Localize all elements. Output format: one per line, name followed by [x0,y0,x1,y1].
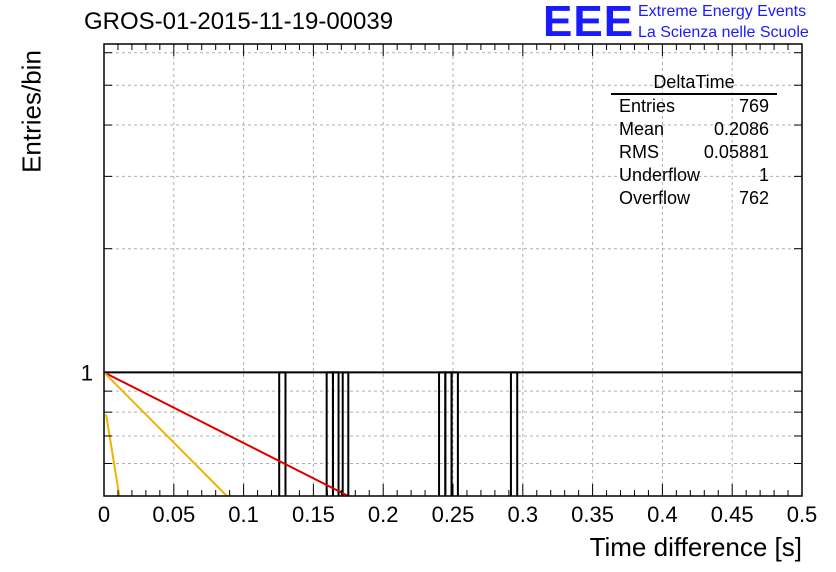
stats-value: 762 [738,188,769,208]
fit-line [103,371,228,497]
histogram-bin [278,371,287,496]
stats-row: Entries 769 [611,95,777,118]
x-tick-label: 0.45 [711,502,754,527]
chart-title: GROS-01-2015-11-19-00039 [84,8,394,35]
logo-line-1: Extreme Energy Events [638,3,807,20]
logo-line-2: La Scienza nelle Scuole [638,24,809,41]
histogram-bin [341,371,350,496]
histogram-bin [331,371,340,496]
stats-label: RMS [619,142,659,162]
stats-label: Entries [619,96,676,116]
stats-label: Overflow [619,188,691,208]
x-tick-label: 0.5 [787,502,818,527]
stats-label: Underflow [619,165,701,185]
x-tick-label: 0.35 [571,502,614,527]
x-axis-label: Time difference [s] [589,532,802,562]
fit-line [105,414,121,497]
stats-value: 0.05881 [703,142,769,162]
stats-value: 1 [758,165,769,185]
x-tick-label: 0 [98,502,110,527]
x-tick-label: 0.2 [368,502,399,527]
x-tick-label: 0.05 [152,502,195,527]
histogram-bin [509,371,519,496]
fit-line [103,371,349,497]
stats-label: Mean [619,119,665,139]
stats-value: 0.2086 [713,119,769,139]
stats-box-title: DeltaTime [611,72,777,95]
stats-box: DeltaTime Entries 769 Mean 0.2086 RMS 0.… [611,72,777,210]
histogram-bin [450,371,459,496]
eee-logo: EEE [543,0,635,46]
x-tick-label: 0.4 [647,502,678,527]
stats-row: RMS 0.05881 [611,141,777,164]
x-tick-label: 0.3 [508,502,539,527]
y-tick-label: 1 [81,360,93,385]
x-tick-label: 0.15 [292,502,335,527]
stats-value: 769 [738,96,769,116]
stats-row: Underflow 1 [611,164,777,187]
x-tick-label: 0.1 [228,502,259,527]
stats-row: Mean 0.2086 [611,118,777,141]
stats-row: Overflow 762 [611,187,777,210]
x-tick-label: 0.25 [432,502,475,527]
